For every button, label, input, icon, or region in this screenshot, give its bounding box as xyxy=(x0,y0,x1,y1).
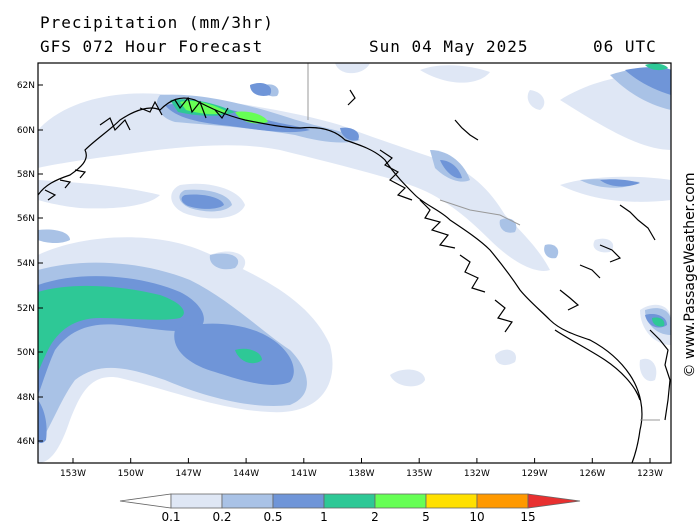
legend-swatch xyxy=(272,493,325,509)
coastlines xyxy=(38,89,671,463)
forecast-date: Sun 04 May 2025 xyxy=(369,37,529,56)
lat-label: 54N xyxy=(17,259,35,269)
lat-label: 50N xyxy=(17,348,35,358)
lat-label: 60N xyxy=(17,126,35,136)
lon-label: 135W xyxy=(406,469,432,479)
lon-label: 123W xyxy=(637,469,663,479)
legend-label: 5 xyxy=(422,510,430,524)
precip-fields xyxy=(38,63,671,463)
map-title: Precipitation (mm/3hr) xyxy=(40,13,274,32)
latitude-axis: 62N 60N 58N 56N 54N 52N 50N 48N 46N xyxy=(17,81,43,447)
legend-swatch xyxy=(425,493,478,509)
legend-swatch xyxy=(476,493,529,509)
legend-label: 0.1 xyxy=(161,510,180,524)
legend-swatch xyxy=(323,493,376,509)
legend-label: 10 xyxy=(469,510,484,524)
forecast-time: 06 UTC xyxy=(593,37,657,56)
legend-label: 2 xyxy=(371,510,379,524)
legend-label: 0.2 xyxy=(212,510,231,524)
longitude-axis: 153W 150W 147W 144W 141W 138W 135W 132W 129W 126W… xyxy=(60,458,663,479)
legend-label: 1 xyxy=(320,510,328,524)
lat-label: 52N xyxy=(17,304,35,314)
lat-label: 58N xyxy=(17,170,35,180)
lat-label: 46N xyxy=(17,437,35,447)
lon-label: 132W xyxy=(464,469,490,479)
lat-label: 48N xyxy=(17,393,35,403)
lon-label: 147W xyxy=(175,469,201,479)
legend-swatch xyxy=(527,493,581,509)
legend-swatch xyxy=(170,493,223,509)
legend-swatch xyxy=(119,493,172,509)
lon-label: 138W xyxy=(348,469,374,479)
legend-label: 0.5 xyxy=(263,510,282,524)
legend-label: 15 xyxy=(520,510,535,524)
lon-label: 150W xyxy=(118,469,144,479)
lon-label: 126W xyxy=(579,469,605,479)
lon-label: 141W xyxy=(291,469,317,479)
lat-label: 56N xyxy=(17,214,35,224)
lon-label: 153W xyxy=(60,469,86,479)
lat-label: 62N xyxy=(17,81,35,91)
legend-swatch xyxy=(374,493,427,509)
lon-label: 144W xyxy=(233,469,259,479)
lon-label: 129W xyxy=(522,469,548,479)
legend-swatch xyxy=(221,493,274,509)
forecast-label: GFS 072 Hour Forecast xyxy=(40,37,264,56)
